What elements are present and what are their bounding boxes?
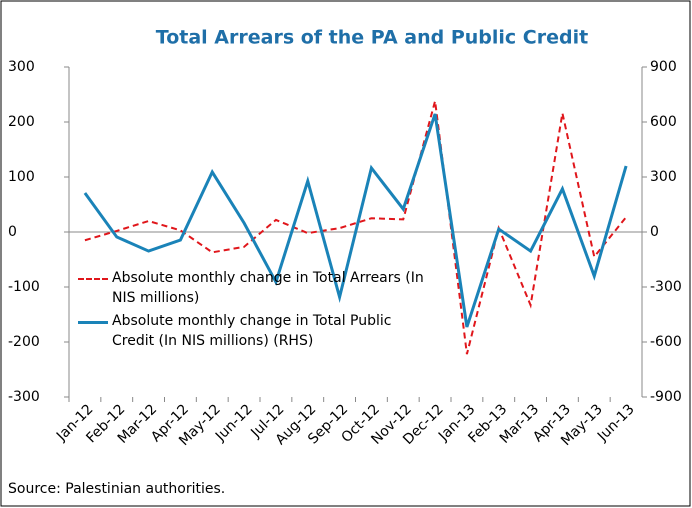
y-tick-label: 0 (8, 224, 17, 240)
y2-tick-label: 600 (650, 114, 677, 130)
source-note: Source: Palestinian authorities. (8, 481, 225, 497)
y-tick-label: -200 (8, 334, 40, 350)
y2-tick-label: -300 (650, 279, 682, 295)
legend-item: Absolute monthly change in Total Arrears… (78, 268, 438, 308)
legend-swatch (78, 321, 108, 324)
y-tick-label: 200 (8, 114, 35, 130)
legend-label: Absolute monthly change in Total Public … (112, 313, 392, 349)
series-line (83, 113, 628, 328)
y-tick-label: -100 (8, 279, 40, 295)
y-tick-label: -300 (8, 389, 40, 405)
legend-label: Absolute monthly change in Total Arrears… (112, 270, 424, 306)
y2-tick-label: 0 (650, 224, 659, 240)
legend-swatch (78, 278, 108, 280)
series-line (84, 100, 627, 355)
y2-tick-label: -600 (650, 334, 682, 350)
y2-tick-label: 900 (650, 59, 677, 75)
chart-title: Total Arrears of the PA and Public Credi… (156, 27, 588, 49)
y2-tick-label: -900 (650, 389, 682, 405)
y-tick-label: 100 (8, 169, 35, 185)
legend-item: Absolute monthly change in Total Public … (78, 311, 438, 351)
legend: Absolute monthly change in Total Arrears… (78, 268, 438, 354)
y-tick-label: 300 (8, 59, 35, 75)
y2-tick-label: 300 (650, 169, 677, 185)
